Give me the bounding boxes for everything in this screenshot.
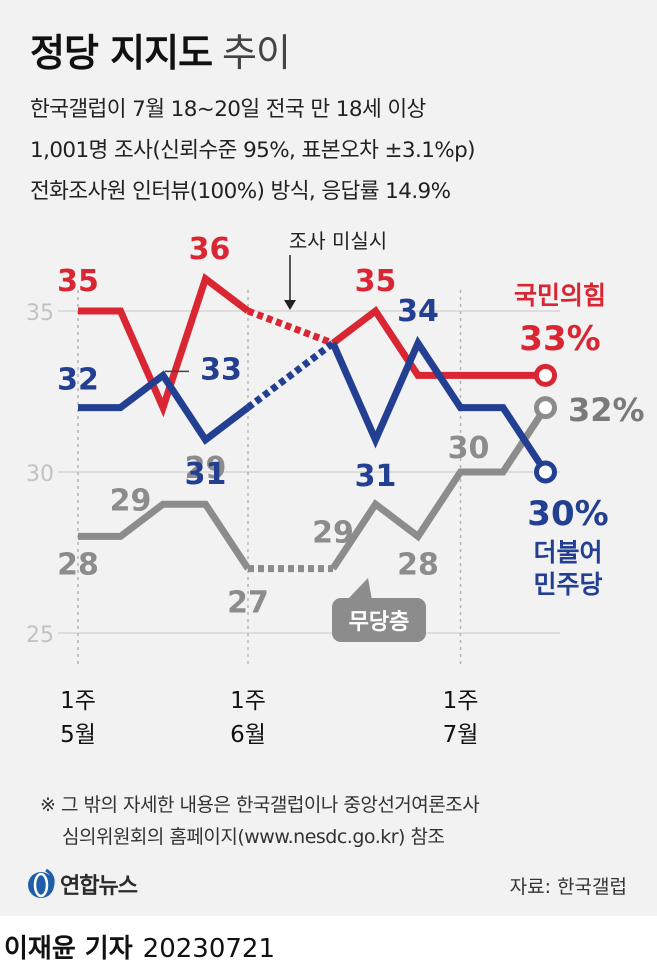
ppp-line-segment-1 [330, 305, 546, 379]
title-sub: 추이 [222, 31, 291, 75]
publish-date: 20230721 [142, 934, 275, 964]
ppp-name-label: 국민의힘 [514, 281, 606, 310]
none-callout-pointer [348, 578, 372, 600]
y-tick-label-25: 25 [26, 623, 54, 648]
ppp-final-value: 33% [519, 319, 600, 359]
none-data-label-4: 27 [227, 586, 269, 621]
dpk-data-label-2: 33 [200, 352, 242, 387]
dpk-final-value: 30% [527, 494, 608, 534]
description-line-2: 1,001명 조사(신뢰수준 95%, 표본오차 ±3.1%p) [30, 138, 476, 163]
no-survey-label: 조사 미실시 [289, 229, 387, 253]
source-label: 자료: 한국갤럽 [509, 876, 627, 898]
dpk-line-segment-0 [78, 370, 251, 445]
ppp-data-label-0: 35 [57, 264, 99, 299]
none-data-label-9: 30 [448, 431, 490, 466]
x-tick-month-2: 7월 [443, 722, 479, 748]
dpk-name-label-1: 더불어 [533, 538, 602, 567]
chart-title: 정당 지지도 추이 [30, 22, 291, 77]
none-line-segment-1 [330, 405, 549, 571]
ppp-data-label-3: 36 [189, 232, 231, 267]
none-data-label-0: 28 [57, 547, 99, 582]
x-tick-week-0: 1주 [60, 688, 96, 714]
dpk-name-label-2: 민주당 [533, 570, 602, 599]
footnote-line-2: 심의위원회의 홈페이지(www.nesdc.go.kr) 참조 [62, 826, 445, 848]
none-data-label-6: 29 [312, 516, 354, 551]
none-data-label-3: 29 [185, 451, 227, 486]
ppp-data-label-7: 35 [355, 264, 397, 299]
none-callout-box [332, 598, 426, 642]
y-tick-label-35: 35 [26, 301, 54, 326]
ppp-end-marker [534, 363, 557, 387]
x-tick-month-1: 6월 [230, 722, 266, 748]
none-name-label: 무당층 [349, 610, 410, 635]
description-line-1: 한국갤럽이 7월 18~20일 전국 만 18세 이상 [30, 97, 426, 122]
dpk-data-label-7: 31 [355, 459, 397, 494]
footnote-line-1: ※ 그 밖의 자세한 내용은 한국갤럽이나 중앙선거여론조사 [40, 794, 480, 816]
dpk-no-survey-dash [245, 340, 336, 411]
infographic-card: 정당 지지도 추이 한국갤럽이 7월 18~20일 전국 만 18세 이상 1,0… [0, 0, 657, 916]
dpk-data-label-8: 34 [397, 294, 439, 329]
x-tick-week-1: 1주 [230, 688, 266, 714]
none-line-segment-0 [78, 500, 251, 571]
y-tick-label-30: 30 [26, 462, 54, 487]
none-end-marker [534, 396, 557, 420]
no-survey-arrow-head [284, 300, 296, 310]
ppp-line-segment-0 [78, 273, 251, 418]
none-final-value: 32% [568, 391, 645, 429]
byline: 이재윤 기자 20230721 [4, 928, 275, 965]
reporter-name: 이재윤 기자 [4, 934, 133, 964]
ppp-no-survey-dash [246, 307, 335, 347]
yonhap-logo: 연합뉴스 [26, 866, 176, 902]
line-chart: 25 30 35 1주 5월 1주 6월 1주 7월 28 29 29 27 29 28 30 35 36 35 32… [26, 229, 645, 748]
dpk-end-marker [534, 460, 557, 484]
none-data-label-8: 28 [397, 547, 439, 582]
dpk-line-segment-1 [329, 335, 549, 474]
title-main: 정당 지지도 [30, 31, 213, 75]
x-tick-month-0: 5월 [60, 722, 96, 748]
yonhap-logo-icon [28, 868, 55, 898]
description-line-3: 전화조사원 인터뷰(100%) 방식, 응답률 14.9% [30, 179, 451, 204]
dpk-data-label-0: 32 [57, 363, 99, 398]
none-data-label-1: 29 [110, 483, 152, 518]
x-tick-week-2: 1주 [443, 688, 479, 714]
logo-text: 연합뉴스 [60, 874, 138, 899]
dpk-data-label-3: 31 [185, 457, 227, 492]
